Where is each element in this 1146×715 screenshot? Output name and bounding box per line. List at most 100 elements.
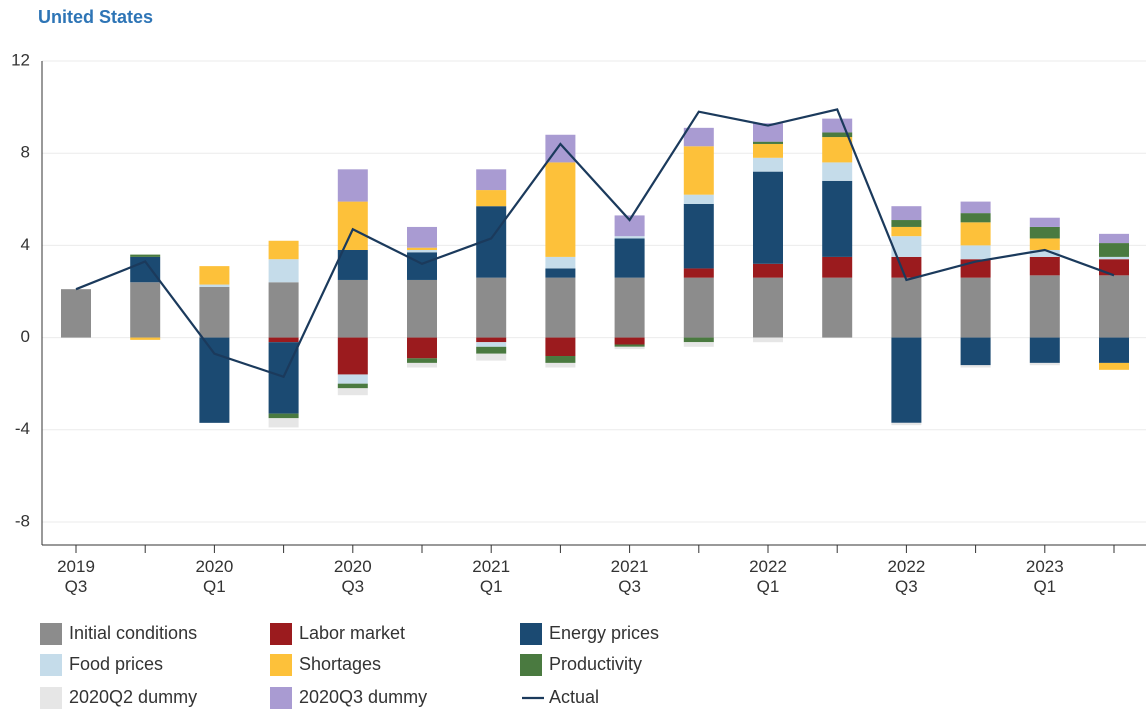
- x-tick-label: 2022 Q3: [887, 557, 926, 596]
- bar-segment: [683, 194, 714, 204]
- bar-segment: [1099, 362, 1129, 370]
- x-tick-label: 2019 Q3: [57, 557, 95, 596]
- bar-segment: [1029, 226, 1060, 239]
- bar-segment: [407, 358, 437, 363]
- bar-segment: [753, 171, 783, 264]
- bar-segment: [822, 137, 853, 163]
- bar-segment: [268, 282, 299, 338]
- x-tick-label: 2021 Q1: [472, 557, 511, 596]
- bar-segment: [1099, 256, 1129, 260]
- legend-swatch: [270, 623, 292, 645]
- bar-segment: [753, 157, 783, 172]
- bar-segment: [268, 240, 299, 260]
- bar-segment: [337, 249, 368, 280]
- bar-segment: [753, 141, 783, 144]
- bar-segment: [545, 162, 576, 257]
- bar-segment: [545, 256, 576, 269]
- bar-segment: [407, 249, 437, 253]
- bar-segment: [476, 190, 507, 207]
- bar-segment: [199, 337, 230, 423]
- actual-line: [75, 108, 1115, 379]
- y-tick-label: 12: [11, 50, 30, 69]
- x-tick-label: 2023 Q1: [1025, 557, 1064, 596]
- bar-segment: [1029, 275, 1060, 338]
- bar-segment: [130, 254, 161, 257]
- bar-segment: [130, 337, 161, 340]
- bar-segment: [199, 266, 230, 285]
- bar-segment: [476, 169, 507, 191]
- bar-segment: [683, 342, 714, 347]
- bar-segment: [407, 362, 437, 368]
- bar-segment: [199, 284, 230, 287]
- legend-swatch: [520, 654, 542, 676]
- bar-segment: [960, 222, 991, 246]
- y-tick-label: -8: [15, 511, 30, 530]
- bar-segment: [614, 346, 645, 350]
- bar-segment: [1099, 259, 1129, 276]
- chart-title: United States: [38, 7, 153, 27]
- legend-label: Productivity: [549, 654, 642, 674]
- legend-label: Actual: [549, 687, 599, 707]
- legend-swatch: [270, 687, 292, 709]
- bar-segment: [545, 268, 576, 278]
- bar-segment: [545, 337, 576, 357]
- legend-swatch: [520, 623, 542, 645]
- legend-label: 2020Q2 dummy: [69, 687, 197, 707]
- bar-segment: [337, 169, 368, 202]
- legend-label: Energy prices: [549, 623, 659, 643]
- bar-segment: [960, 337, 991, 366]
- bar-segment: [891, 206, 922, 221]
- bar-segment: [1029, 217, 1060, 227]
- bar-segment: [407, 252, 437, 280]
- bar-segment: [753, 123, 783, 142]
- legend-swatch: [40, 654, 62, 676]
- bar-segment: [614, 238, 645, 278]
- bar-segment: [614, 344, 645, 347]
- bar-segment: [476, 342, 507, 347]
- bar-segment: [268, 259, 299, 283]
- y-tick-label: -4: [15, 419, 30, 438]
- bar-segment: [891, 337, 922, 423]
- bar-segment: [891, 422, 922, 426]
- legend-label: 2020Q3 dummy: [299, 687, 427, 707]
- bar-segment: [1029, 249, 1060, 257]
- bar-segment: [614, 277, 645, 338]
- bar-segment: [753, 143, 783, 158]
- bar-segment: [960, 213, 991, 223]
- bar-segment: [1099, 243, 1129, 257]
- bar-segment: [683, 268, 714, 278]
- bar-segment: [407, 226, 437, 248]
- bar-segment: [683, 277, 714, 338]
- bar-segment: [1029, 238, 1060, 250]
- bar-segment: [822, 162, 853, 181]
- legend-label: Shortages: [299, 654, 381, 674]
- bar-segment: [1099, 337, 1129, 363]
- bar-segment: [476, 337, 507, 343]
- bar-segment: [545, 277, 576, 338]
- bar-segment: [407, 247, 437, 250]
- bar-segment: [614, 337, 645, 345]
- bar-segment: [545, 362, 576, 368]
- bar-segment: [683, 337, 714, 343]
- bar-segment: [614, 236, 645, 239]
- bar-segment: [753, 263, 783, 278]
- x-tick-label: 2020 Q3: [333, 557, 372, 596]
- y-tick-label: 0: [21, 327, 30, 346]
- bar-segment: [1099, 275, 1129, 338]
- bar-segment: [891, 256, 922, 278]
- bar-segment: [683, 146, 714, 195]
- bar-segment: [960, 201, 991, 214]
- bar-segment: [199, 286, 230, 338]
- bar-segment: [891, 220, 922, 227]
- legend-label: Labor market: [299, 623, 405, 643]
- bar-segment: [822, 132, 853, 138]
- bar-segment: [960, 365, 991, 368]
- bar-segment: [1029, 337, 1060, 363]
- bar-segment: [891, 226, 922, 237]
- x-tick-label: 2020 Q1: [195, 557, 234, 596]
- bar-segment: [337, 383, 368, 389]
- bar-segment: [822, 256, 853, 278]
- bar-segment: [476, 353, 507, 361]
